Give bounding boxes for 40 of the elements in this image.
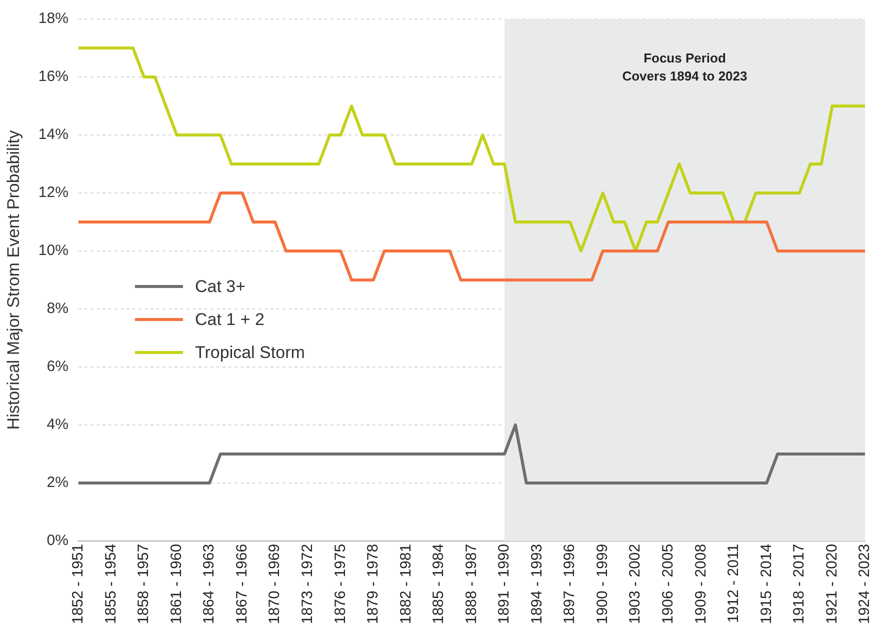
x-tick-label: 1885 - 1984 — [430, 544, 448, 624]
y-tick-label: 6% — [46, 358, 68, 376]
x-tick-label: 1879 - 1978 — [364, 544, 382, 624]
x-tick-label: 1906 - 2005 — [659, 544, 676, 624]
x-tick-label: 1900 - 1999 — [594, 544, 611, 624]
x-tick-label: 1858 - 1957 — [135, 544, 152, 624]
x-tick-label: 1876 - 1975 — [332, 544, 349, 624]
x-tick-label: 1855 - 1954 — [102, 544, 120, 624]
x-tick-label: 1909 - 2008 — [692, 544, 710, 624]
y-tick-label: 8% — [46, 300, 68, 318]
x-tick-label: 1888 - 1987 — [462, 544, 480, 624]
x-tick-label: 1852 - 1951 — [70, 544, 87, 624]
y-tick-label: 2% — [46, 474, 68, 492]
y-tick-label: 16% — [38, 68, 68, 86]
x-tick-label: 1867 - 1966 — [233, 544, 250, 624]
x-tick-label: 1894 - 1993 — [528, 544, 546, 624]
y-tick-label: 12% — [38, 184, 68, 202]
x-tick-label: 1873 - 1972 — [298, 544, 316, 624]
y-tick-label: 0% — [46, 532, 68, 550]
x-tick-label: 1864 - 1963 — [200, 544, 218, 624]
y-tick-label: 4% — [46, 416, 68, 434]
x-tick-label: 1915 - 2014 — [758, 544, 775, 624]
x-tick-label: 1903 - 2002 — [626, 544, 644, 624]
x-tick-label: 1891 - 1990 — [496, 544, 513, 624]
x-tick-label: 1882 - 1981 — [397, 544, 414, 624]
legend-label: Cat 1 + 2 — [195, 310, 264, 330]
y-tick-label: 18% — [38, 10, 68, 28]
y-axis-title: Historical Major Strom Event Probability — [4, 130, 23, 430]
band-label: Focus Period Covers 1894 to 2023 — [622, 50, 748, 84]
x-tick-label: 1912 - 2011 — [725, 544, 742, 623]
y-tick-label: 10% — [38, 242, 68, 260]
y-tick-label: 14% — [38, 126, 68, 144]
legend-label: Cat 3+ — [195, 276, 246, 296]
x-tick-label: 1861 - 1960 — [168, 544, 185, 624]
legend-label: Tropical Storm — [195, 342, 305, 362]
x-tick-label: 1918 - 2017 — [790, 544, 808, 624]
x-tick-label: 1870 - 1969 — [266, 544, 284, 624]
x-tick-label: 1921 - 2020 — [823, 544, 840, 624]
x-tick-label: 1897 - 1996 — [561, 544, 578, 624]
x-tick-label: 1924 - 2023 — [856, 544, 874, 624]
